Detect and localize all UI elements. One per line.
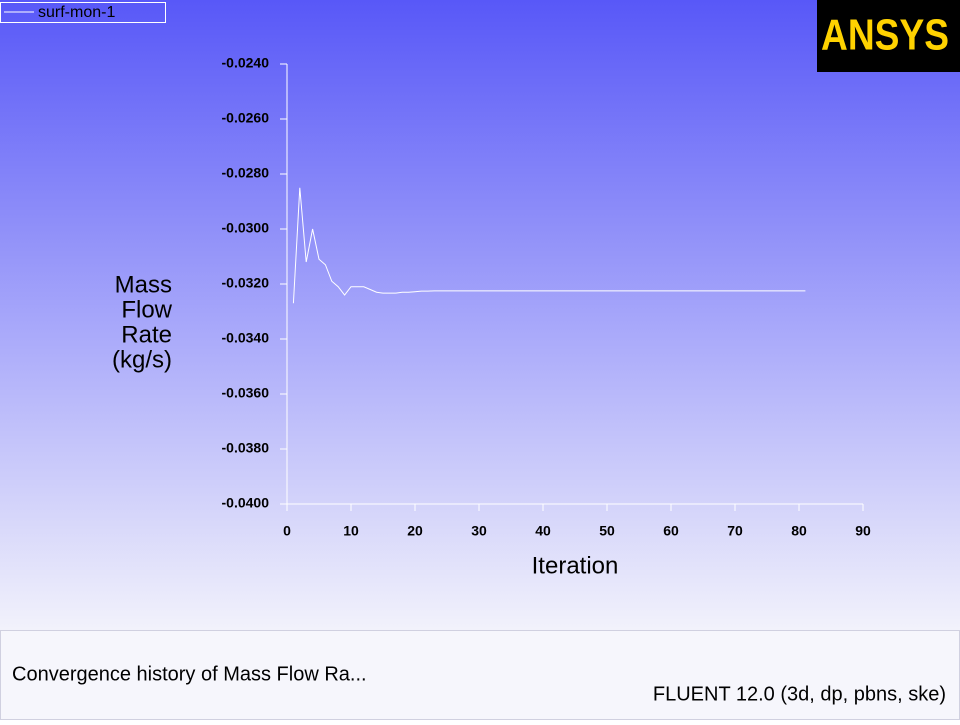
y-tick-label: -0.0380 xyxy=(222,440,270,456)
series-line xyxy=(292,187,806,304)
x-tick-label: 10 xyxy=(343,523,359,539)
x-axis-label: Iteration xyxy=(532,552,619,579)
y-tick-label: -0.0320 xyxy=(222,275,270,291)
x-tick-label: 20 xyxy=(407,523,423,539)
y-axis-label: (kg/s) xyxy=(112,346,172,373)
logo-box xyxy=(817,0,960,72)
y-tick-label: -0.0340 xyxy=(222,330,270,346)
x-tick-label: 80 xyxy=(791,523,807,539)
x-tick-label: 50 xyxy=(599,523,615,539)
background xyxy=(0,0,960,630)
x-tick-label: 60 xyxy=(663,523,679,539)
x-tick-label: 0 xyxy=(283,523,291,539)
y-axis-label: Rate xyxy=(121,321,172,348)
y-axis-label: Mass xyxy=(115,271,172,298)
y-tick-label: -0.0400 xyxy=(222,495,270,511)
x-tick-label: 70 xyxy=(727,523,743,539)
legend-box xyxy=(0,2,166,23)
footer-title: Convergence history of Mass Flow Ra... xyxy=(12,663,367,685)
y-tick-label: -0.0280 xyxy=(222,165,270,181)
x-tick-label: 90 xyxy=(855,523,871,539)
y-tick-label: -0.0240 xyxy=(222,55,270,71)
logo: ANSYS xyxy=(821,11,949,60)
y-tick-label: -0.0260 xyxy=(222,110,270,126)
x-tick-label: 30 xyxy=(471,523,487,539)
footer-panel xyxy=(0,630,960,720)
x-tick-label: 40 xyxy=(535,523,551,539)
y-tick-label: -0.0360 xyxy=(222,385,270,401)
legend-label: surf-mon-1 xyxy=(38,4,115,21)
y-axis-label: Flow xyxy=(121,296,172,323)
footer-version: FLUENT 12.0 (3d, dp, pbns, ske) xyxy=(653,683,946,705)
y-tick-label: -0.0300 xyxy=(222,220,270,236)
